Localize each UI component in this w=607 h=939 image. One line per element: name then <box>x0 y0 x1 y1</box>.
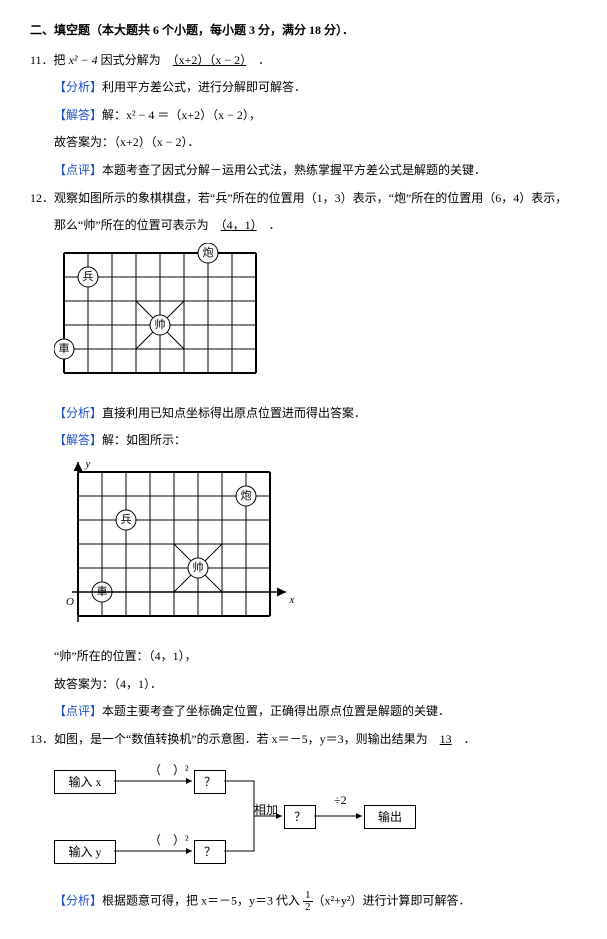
svg-text:炮: 炮 <box>203 246 214 259</box>
q11-expr: x² − 4 <box>69 53 98 67</box>
q12-solution-line1: 【解答】解：如图所示： <box>54 430 577 452</box>
q11-stem-a: 11．把 <box>30 53 69 67</box>
q13-analysis: 【分析】根据题意可得，把 x＝－5，y＝3 代入 12（x²+y²）进行计算即可… <box>54 890 577 913</box>
flow-q-x: ？ <box>194 770 226 794</box>
q12-stem-line1: 12．观察如图所示的象棋棋盘，若“兵”所在的位置用（1，3）表示，“炮”所在的位… <box>30 188 577 210</box>
q12-comment: 【点评】本题主要考查了坐标确定位置，正确得出原点位置是解题的关键． <box>54 701 577 723</box>
analysis-text-a: 根据题意可得，把 x＝－5，y＝3 代入 <box>102 894 303 908</box>
q12-stem2a: 那么“帅”所在的位置可表示为 <box>54 218 221 232</box>
flow-add-label: 相加 <box>254 800 278 822</box>
fraction-half: 12 <box>303 890 313 913</box>
q12-blank: （4，1） <box>221 218 257 232</box>
svg-text:車: 車 <box>97 584 108 598</box>
comment-label: 【点评】 <box>54 704 102 718</box>
svg-text:帅: 帅 <box>193 561 204 574</box>
q11-solution-line2: 故答案为：（x+2）（x − 2）． <box>54 132 577 154</box>
q13-stem-a: 13．如图，是一个“数值转换机”的示意图．若 x＝－5，y＝3，则输出结果为 <box>30 732 440 746</box>
analysis-text: 直接利用已知点坐标得出原点位置进而得出答案． <box>102 406 366 420</box>
flow-add-box: ？ <box>284 805 316 829</box>
analysis-label: 【分析】 <box>54 894 102 908</box>
analysis-text-b: （x²+y²）进行计算即可解答． <box>313 894 471 908</box>
q13-blank: 13 <box>440 732 452 746</box>
section-heading: 二、填空题（本大题共 6 个小题，每小题 3 分，满分 18 分）． <box>30 20 577 42</box>
comment-label: 【点评】 <box>54 163 102 177</box>
solution-text: 解：x² − 4 ＝（x+2）（x − 2）， <box>102 108 261 122</box>
q11-blank: （x+2）（x − 2） <box>173 53 247 67</box>
q13-stem-b: ． <box>452 732 476 746</box>
svg-text:車: 車 <box>59 341 70 355</box>
q13-stem: 13．如图，是一个“数值转换机”的示意图．若 x＝－5，y＝3，则输出结果为 1… <box>30 729 577 751</box>
q11-analysis: 【分析】利用平方差公式，进行分解即可解答． <box>54 77 577 99</box>
q11-solution-line1: 【解答】解：x² − 4 ＝（x+2）（x − 2）， <box>54 105 577 127</box>
solution-label: 【解答】 <box>54 108 102 122</box>
q12-solution-line3: 故答案为：（4，1）． <box>54 674 577 696</box>
svg-text:兵: 兵 <box>83 270 94 283</box>
q11-stem: 11．把 x² − 4 因式分解为 （x+2）（x − 2） ． <box>30 50 577 72</box>
svg-text:y: y <box>85 458 91 470</box>
comment-text: 本题考查了因式分解－运用公式法，熟练掌握平方差公式是解题的关键． <box>102 163 486 177</box>
svg-text:x: x <box>289 594 295 606</box>
svg-text:兵: 兵 <box>121 513 132 526</box>
analysis-label: 【分析】 <box>54 80 102 94</box>
q12-stem2b: ． <box>257 218 281 232</box>
svg-text:O: O <box>66 596 74 608</box>
solution-text: 解：如图所示： <box>102 433 186 447</box>
flow-output: 输出 <box>364 805 416 829</box>
flow-op-y-label: （ ）² <box>149 830 189 852</box>
flow-q-y: ？ <box>194 840 226 864</box>
q11-comment: 【点评】本题考查了因式分解－运用公式法，熟练掌握平方差公式是解题的关键． <box>54 160 577 182</box>
flow-input-x: 输入 x <box>54 770 116 794</box>
svg-text:炮: 炮 <box>241 489 252 502</box>
q13-flowchart: 输入 x 输入 y （ ）² （ ）² ？ ？ 相加 ？ ÷2 输出 <box>54 760 514 880</box>
q11-stem-c: ． <box>246 53 270 67</box>
q12-analysis: 【分析】直接利用已知点坐标得出原点位置进而得出答案． <box>54 403 577 425</box>
comment-text: 本题主要考查了坐标确定位置，正确得出原点位置是解题的关键． <box>102 704 450 718</box>
flow-input-y: 输入 y <box>54 840 116 864</box>
flow-div-label: ÷2 <box>334 790 347 812</box>
q12-figure-2: 炮兵帅車 y x O <box>54 458 577 640</box>
solution-label: 【解答】 <box>54 433 102 447</box>
q12-figure-1: 炮兵帅車 <box>54 243 577 397</box>
q12-stem-line2: 那么“帅”所在的位置可表示为 （4，1） ． <box>54 215 577 237</box>
analysis-text: 利用平方差公式，进行分解即可解答． <box>102 80 306 94</box>
analysis-label: 【分析】 <box>54 406 102 420</box>
q12-solution-line2: “帅”所在的位置：（4，1）， <box>54 646 577 668</box>
q11-stem-b: 因式分解为 <box>98 53 173 67</box>
svg-text:帅: 帅 <box>155 318 166 331</box>
